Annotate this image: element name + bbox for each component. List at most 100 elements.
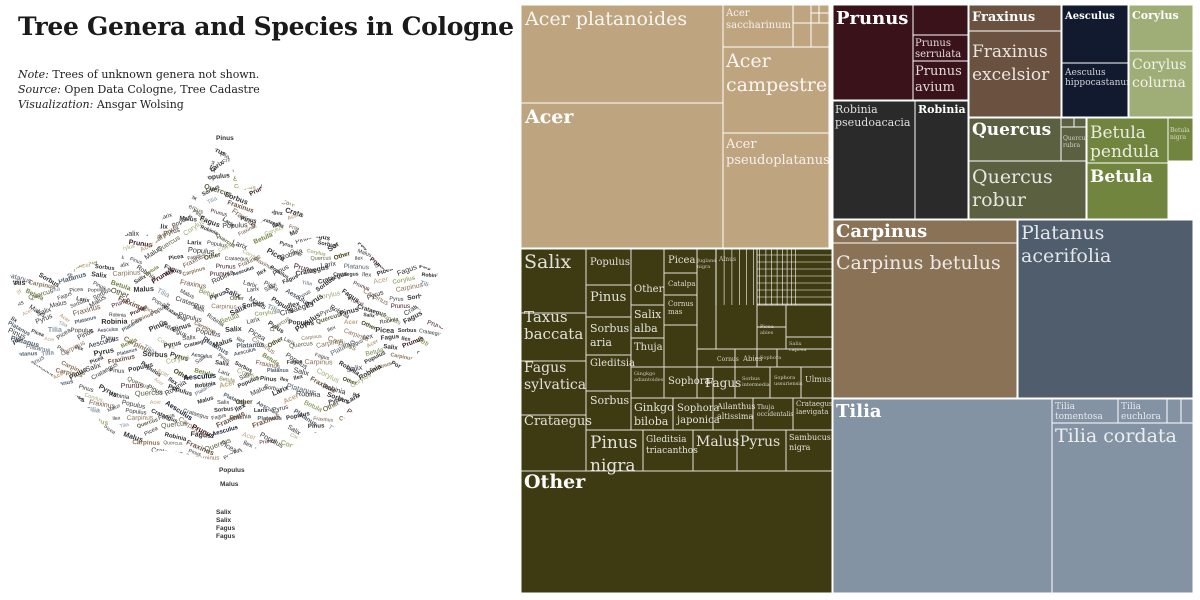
leaf-word: Robinia — [328, 130, 354, 142]
leaf-word: Crataegus — [418, 328, 443, 338]
leaf-word: Pyrus — [102, 229, 123, 246]
leaf-word: Platanus — [427, 435, 450, 446]
leaf-word: Tilia — [26, 244, 40, 254]
leaf-word: Carpinus — [78, 439, 108, 448]
leaf-word: Picea — [147, 192, 161, 200]
leaf-word: Pyrus — [377, 237, 397, 249]
tm-label-robinia-genus: Robinia — [918, 103, 966, 116]
leaf-word: Platanus — [5, 252, 33, 270]
leaf-word: Populus — [125, 408, 147, 417]
leaf-word: Ilex — [362, 333, 374, 342]
leaf-word: Robinia — [101, 318, 127, 326]
tm-label-juglans-nigra-1: Juglans — [696, 258, 716, 264]
leaf-word: Betula — [282, 131, 299, 142]
leaf-word: Carpinus — [302, 177, 324, 194]
leaf-word: Betula — [267, 447, 285, 461]
source-label: Source: — [18, 83, 61, 96]
leaf-word: Picea — [142, 456, 159, 469]
viz-line: Visualization: Ansgar Wolsing — [18, 97, 260, 112]
leaf-word: Other — [132, 152, 150, 166]
leaf-word: Tilia — [408, 376, 420, 384]
tm-label-prunus-avium-1: Prunus — [915, 64, 962, 79]
leaf-word: Malus — [9, 360, 28, 372]
leaf-word: Crataegus — [263, 144, 288, 159]
leaf-word: Larix — [159, 212, 173, 221]
tm-label-thuja-occidentalis-1: Thuja — [757, 404, 775, 411]
leaf-word: Fraxinus — [27, 376, 49, 389]
leaf-word: Quercus — [289, 340, 313, 350]
leaf-word: Tilia — [162, 143, 175, 154]
leaf-word: Aesculus — [452, 344, 460, 365]
leaf-word: Prunus — [248, 181, 271, 198]
page-title: Tree Genera and Species in Cologne — [18, 12, 514, 41]
leaf-word: Other — [148, 202, 166, 214]
leaf-word: Tilia — [57, 151, 69, 159]
leaf-word: Fagus — [185, 174, 201, 182]
leaf-words: Platanus Carpinus Robinia Crataegus Salix Cra… — [2, 130, 460, 478]
leaf-word: Crataegus — [3, 425, 34, 438]
leaf-word: Acer — [9, 192, 22, 198]
leaf-word: Carpinus — [390, 352, 414, 362]
leaf-word: Corylus — [59, 174, 83, 182]
leaf-word: Ilex — [272, 220, 284, 230]
leaf-word: Acer — [58, 313, 71, 324]
leaf-word: Fagus — [190, 431, 211, 440]
leaf-word: Carpinus — [437, 209, 460, 226]
leaf-word: Acer — [23, 216, 35, 224]
leaf-word: Pyrus — [163, 226, 182, 238]
leaf-word: Other — [446, 182, 460, 198]
leaf-stem-word: Fagus — [216, 533, 236, 540]
leaf-word: Salix — [452, 149, 460, 158]
leaf-word: Populus — [70, 327, 93, 334]
leaf-word: Ilex — [256, 267, 268, 278]
leaf-word: Picea — [69, 287, 84, 294]
leaf-word: Salix — [368, 424, 382, 435]
tm-label-acer-genus: Acer — [524, 106, 574, 128]
leaf-word: Salix — [239, 371, 253, 382]
leaf-word: Populus — [285, 410, 311, 422]
leaf-word: Salix — [195, 354, 208, 366]
leaf-word: Other — [289, 248, 303, 258]
note-line: Note: Trees of unknown genera not shown. — [18, 67, 260, 82]
leaf-word: Platanus — [321, 455, 348, 469]
leaf-word: Malus — [133, 284, 154, 294]
leaf-word: Sorbus — [95, 264, 115, 272]
leaf-word: Platanus — [344, 201, 366, 217]
tm-label-acer-platanoides: Acer platanoides — [524, 8, 687, 30]
tm-betula: Betula pendula Betula Betula nigra — [1086, 117, 1193, 220]
leaf-word: Malus — [125, 456, 141, 466]
leaf-word: Other — [230, 296, 244, 302]
tm-label-platanus-acerifolia-1: Platanus — [1021, 222, 1104, 244]
leaf-stem-word: Salix — [216, 517, 232, 524]
leaf-word: Fagus — [311, 231, 332, 243]
tm-acer: Acer platanoides Acer Acer saccharinum A… — [521, 5, 830, 249]
leaf-word: Crataegus — [151, 447, 184, 458]
leaf-word: Aesculus — [97, 327, 118, 334]
leaf-word: Salix — [383, 343, 399, 352]
leaf-word: Malus — [106, 456, 124, 463]
leaf-word: Fagus — [314, 352, 330, 362]
leaf-word: Tilia — [298, 185, 310, 196]
note-text: Trees of unknown genera not shown. — [52, 68, 260, 81]
tm-label-salix-caprea-2: caprea — [789, 347, 806, 353]
tm-label-aesculus-genus: Aesculus — [1064, 11, 1115, 22]
leaf-word: Acer — [4, 431, 23, 446]
leaf-word: Platanus — [330, 186, 358, 198]
leaf-word: Pyrus — [9, 407, 27, 415]
leaf-word: Prunus — [128, 239, 153, 249]
leaf-word: Pinus — [436, 176, 450, 183]
leaf-word: Acer — [2, 206, 20, 221]
leaf-word: Populus — [103, 152, 128, 170]
leaf-word: Populus — [153, 158, 181, 180]
leaf-word: Picea — [303, 156, 321, 166]
leaf-word: Other — [123, 196, 138, 206]
leaf-word: Tilia — [248, 456, 262, 468]
leaf-word: Prunus — [345, 408, 367, 426]
tm-label-sophora-ussuriensis-2: ussuriensis — [774, 381, 803, 387]
leaf-word: Tilia — [94, 191, 109, 201]
leaf-word: Aesculus — [345, 171, 376, 182]
leaf-word: Aesculus — [233, 347, 256, 358]
leaf-word: Ilex — [74, 344, 84, 353]
leaf-word: Larix — [251, 152, 267, 165]
leaf-word: Ilex — [112, 415, 121, 422]
